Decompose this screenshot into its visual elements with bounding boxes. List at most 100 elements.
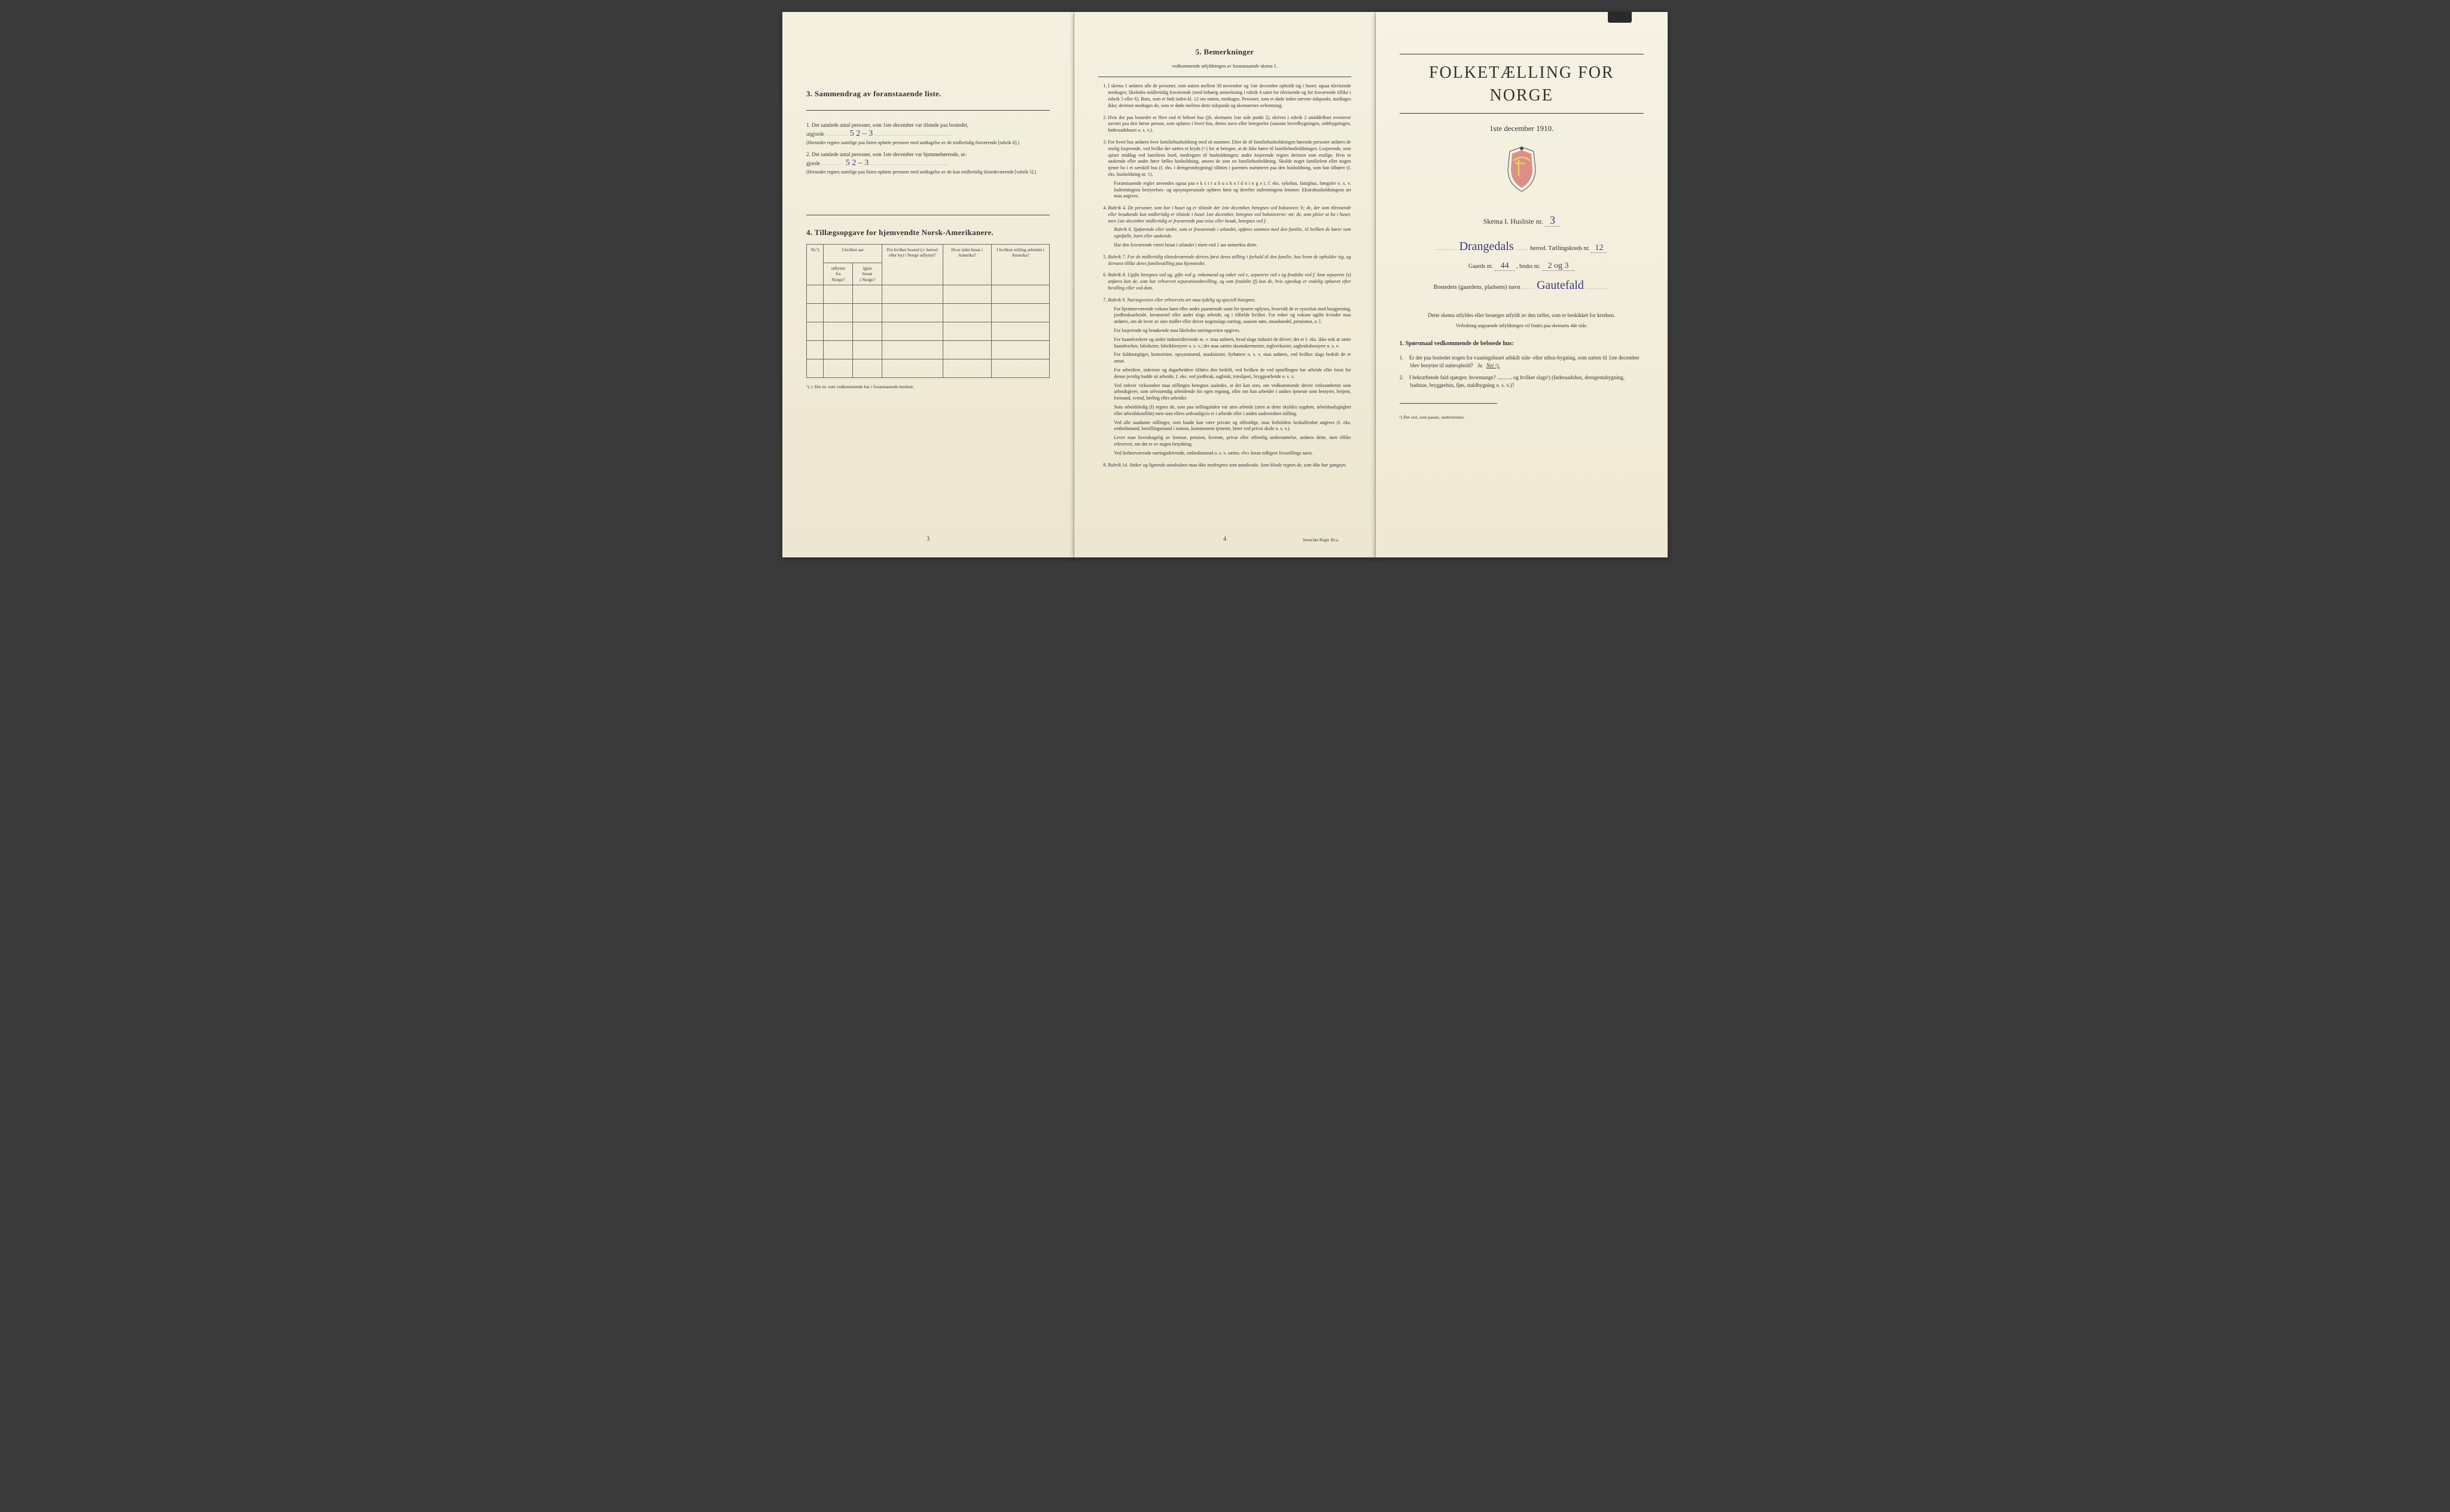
item-2-lead: 2. Det samlede antal personer, som 1ste … <box>806 151 967 157</box>
q1-nei: Nei ¹). <box>1486 362 1500 368</box>
item-1-lead: 1. Det samlede antal personer, som 1ste … <box>806 122 968 128</box>
printer-mark: Steen'ske Bogtr. Kr.a. <box>1303 538 1339 543</box>
table-row <box>807 304 1050 322</box>
dotted-fill: ........ <box>1436 245 1458 252</box>
herred-label: herred. Tællingskreds nr. <box>1530 245 1590 252</box>
th-col4: Hvor sidst bosat i Amerika? <box>943 244 991 285</box>
bemerk-7-p1: For hjemmeværende voksne børn eller andr… <box>1114 306 1351 325</box>
gaards-nr: 44 <box>1495 261 1515 271</box>
dotted-fill: ............................... <box>870 160 949 166</box>
bosted-label: Bostedets (gaardens, pladsens) navn <box>1434 284 1520 291</box>
rule <box>806 110 1050 111</box>
herred-handwritten: Drangedals <box>1459 240 1514 253</box>
bemerk-7-head: Rubrik 9. Næringsveien eller erhvervets … <box>1108 297 1256 303</box>
bemerk-8: Rubrik 14. Sinker og lignende aandssløve… <box>1108 462 1351 469</box>
q2-num: 2. <box>1400 374 1408 382</box>
page-left: 3. Sammendrag av foranstaaende liste. 1.… <box>782 12 1074 557</box>
table-row <box>807 285 1050 304</box>
page-right: FOLKETÆLLING FOR NORGE 1ste december 191… <box>1376 12 1668 557</box>
dotted-fill: ......... <box>1585 284 1610 291</box>
bemerk-7-p2: For losjerende og besøkende maa likelede… <box>1114 328 1351 334</box>
masthead-date: 1ste december 1910. <box>1400 123 1644 134</box>
bemerk-4-sub2: Har den fraværende været bosat i utlande… <box>1114 242 1351 249</box>
dotted-fill: ......... <box>825 131 848 137</box>
table-row <box>807 341 1050 359</box>
th-col3: Fra hvilket bosted (ɔ: herred eller by) … <box>882 244 943 285</box>
page-number: 4 <box>1223 535 1226 544</box>
bemerk-7-p3: For haandverkere og andre industridriven… <box>1114 337 1351 350</box>
kreds-nr: 12 <box>1591 243 1607 253</box>
item-2-handwritten: 5 2 – 3 <box>846 158 869 167</box>
table-row <box>807 359 1050 378</box>
bruks-nr: 2 og 3 <box>1542 261 1575 271</box>
bemerk-7-p9: Lever man hovedsagelig av formue, pensio… <box>1114 435 1351 448</box>
bemerk-1: I skema 1 anføres alle de personer, som … <box>1108 83 1351 109</box>
item-1-handwritten: 5 2 – 3 <box>850 129 873 138</box>
bemerk-3-sub: Foranstaaende regler anvendes ogsaa paa … <box>1114 181 1351 200</box>
section-4-title: 4. Tillægsopgave for hjemvendte Norsk-Am… <box>806 227 1050 238</box>
q1-ja: Ja <box>1477 362 1483 368</box>
bemerk-6: Rubrik 8. Ugifte betegnes ved ug, gifte … <box>1108 272 1351 291</box>
dotted-fill: ..... <box>1515 245 1529 252</box>
bosted-handwritten: Gautefald <box>1537 279 1584 292</box>
bemerk-4-sub1: Rubrik 6. Sjøfarende eller andre, som er… <box>1114 227 1351 240</box>
gaards-line: Gaards nr. 44 , bruks nr. 2 og 3 <box>1400 261 1644 272</box>
bemerk-7: Rubrik 9. Næringsveien eller erhvervets … <box>1108 297 1351 457</box>
bemerk-4: Rubrik 4. De personer, som bor i huset o… <box>1108 205 1351 249</box>
table-row <box>807 322 1050 341</box>
section-3-title: 3. Sammendrag av foranstaaende liste. <box>806 89 1050 99</box>
bemerk-7-p7: Som arbeidsledig (l) regnes de, som paa … <box>1114 404 1351 417</box>
bruks-label: , bruks nr. <box>1516 263 1540 270</box>
dotted-fill: ..... <box>1522 284 1535 291</box>
item-1-note: (Herunder regnes samtlige paa listen opf… <box>806 140 1050 146</box>
item-1: 1. Det samlede antal personer, som 1ste … <box>806 121 1050 146</box>
bemerk-3-main: For hvert hus anføres hver familiehushol… <box>1108 139 1351 177</box>
footnote-1: ¹) ɔ: Det nr. som vedkommende har i fora… <box>806 384 1050 390</box>
bemerk-7-p8: Ved alle saadanne stillinger, som baade … <box>1114 420 1351 433</box>
bemerk-2: Hvis der paa bostedet er flere end ét be… <box>1108 115 1351 134</box>
q2-text: I bekræftende fald spørges: hvormange? .… <box>1409 374 1625 388</box>
tillaeg-table: Nr.¹) I hvilket aar Fra hvilket bosted (… <box>806 244 1050 378</box>
footnote-right: ¹) Det ord, som passer, understrekes. <box>1400 414 1644 420</box>
section-5-title: 5. Bemerkninger <box>1098 47 1351 57</box>
bemerk-7-p5: For arbeidere, inderster og dagarbeidere… <box>1114 367 1351 380</box>
coat-of-arms-icon <box>1400 145 1644 195</box>
bemerk-3: For hvert hus anføres hver familiehushol… <box>1108 139 1351 200</box>
bemerk-6-text: Rubrik 8. Ugifte betegnes ved ug, gifte … <box>1108 272 1351 291</box>
question-heading: 1. Spørsmaal vedkommende de beboede hus: <box>1400 340 1644 348</box>
intro-text: Dette skema utfyldes eller besørges utfy… <box>1400 312 1644 319</box>
intro-sub: Veiledning angaaende utfyldningen vil fi… <box>1400 323 1644 330</box>
binding-tab <box>1608 12 1632 23</box>
th-col2: igjenbosati Norge? <box>853 263 882 285</box>
item-1-utgjorde: utgjorde <box>806 131 824 137</box>
item-2-utgjorde: gjorde <box>806 160 820 166</box>
bemerk-5: Rubrik 7. For de midlertidig tilstedevær… <box>1108 254 1351 267</box>
bemerk-4-main: Rubrik 4. De personer, som bor i huset o… <box>1108 205 1351 224</box>
masthead-title: FOLKETÆLLING FOR NORGE <box>1400 54 1644 114</box>
bemerk-7-p6: Ved enhver virksomhet maa stillingen bet… <box>1114 383 1351 402</box>
th-col1: utflyttetfraNorge? <box>824 263 853 285</box>
th-nr: Nr.¹) <box>807 244 824 285</box>
gaards-label: Gaards nr. <box>1468 263 1493 270</box>
item-2: 2. Det samlede antal personer, som 1ste … <box>806 151 1050 175</box>
rule-short <box>1400 403 1497 404</box>
skema-line: Skema I. Husliste nr. 3 <box>1400 213 1644 227</box>
th-year-group: I hvilket aar <box>824 244 882 263</box>
bemerk-7-p10: Ved forhenværende næringsdrivende, embed… <box>1114 450 1351 457</box>
bemerk-5-text: Rubrik 7. For de midlertidig tilstedevær… <box>1108 254 1351 266</box>
herred-line: ........ Drangedals ..... herred. Tællin… <box>1400 239 1644 255</box>
dotted-fill: ......... <box>821 160 844 166</box>
skema-label: Skema I. Husliste nr. <box>1483 217 1543 225</box>
bemerk-8-text: Rubrik 14. Sinker og lignende aandssløve… <box>1108 462 1346 468</box>
document-spread: 3. Sammendrag av foranstaaende liste. 1.… <box>782 12 1668 557</box>
question-1: 1. Er der paa bostedet nogen fra vaaning… <box>1410 354 1644 369</box>
item-2-note: (Herunder regnes samtlige paa listen opf… <box>806 169 1050 175</box>
husliste-nr: 3 <box>1545 214 1560 227</box>
bemerk-7-p4: For fuldmægtiger, kontorister, opsynsmæn… <box>1114 352 1351 365</box>
page-number: 3 <box>927 535 930 544</box>
page-middle: 5. Bemerkninger vedkommende utfyldningen… <box>1074 12 1375 557</box>
th-col5: I hvilken stilling arbeidet i Amerika? <box>991 244 1050 285</box>
bemerkninger-list: I skema 1 anføres alle de personer, som … <box>1098 83 1351 468</box>
bosted-line: Bostedets (gaardens, pladsens) navn ....… <box>1400 278 1644 294</box>
q1-text: Er der paa bostedet nogen fra vaaningshu… <box>1409 355 1640 368</box>
